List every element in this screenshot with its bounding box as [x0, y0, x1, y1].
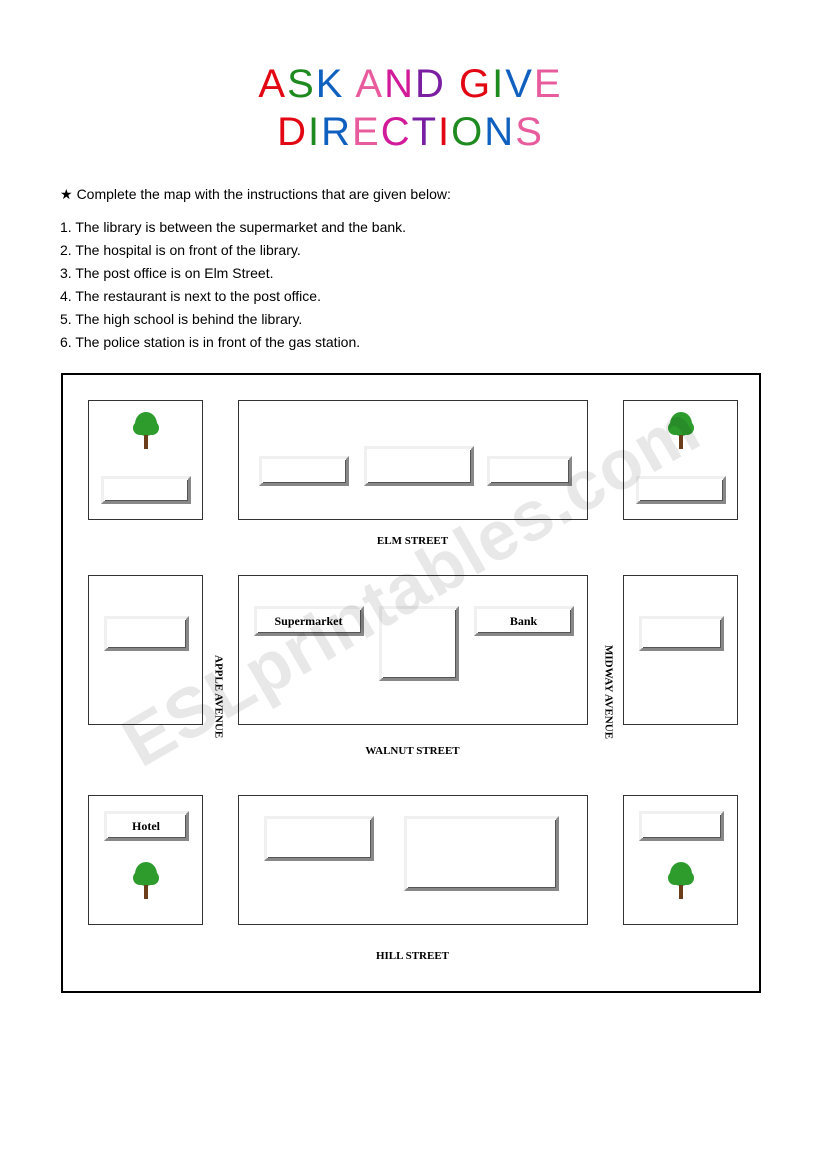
building-box[interactable]: [264, 816, 374, 861]
tree-icon: [131, 411, 161, 451]
block-r3-c1: Hotel: [88, 795, 203, 925]
supermarket-label: Supermarket: [275, 614, 343, 629]
block-r3-c3: [623, 795, 738, 925]
tree-icon: [666, 861, 696, 901]
hotel-box[interactable]: Hotel: [104, 811, 189, 841]
clue-item: 3. The post office is on Elm Street.: [60, 263, 761, 284]
block-r1-c1: [88, 400, 203, 520]
star-icon: ★: [60, 186, 73, 202]
title-line2: DIRECTIONS: [60, 108, 761, 156]
clue-item: 2. The hospital is on front of the libra…: [60, 240, 761, 261]
building-box[interactable]: [379, 606, 459, 681]
instruction-text: Complete the map with the instructions t…: [77, 186, 451, 202]
instruction-line: ★Complete the map with the instructions …: [60, 186, 761, 203]
building-box[interactable]: [259, 456, 349, 486]
supermarket-box[interactable]: Supermarket: [254, 606, 364, 636]
street-label-elm: ELM STREET: [313, 535, 513, 547]
clue-item: 6. The police station is in front of the…: [60, 332, 761, 353]
hotel-label: Hotel: [132, 819, 160, 834]
building-box[interactable]: [364, 446, 474, 486]
block-r2-c3: [623, 575, 738, 725]
street-label-midway: MIDWAY AVENUE: [603, 645, 615, 739]
building-box[interactable]: [104, 616, 189, 651]
block-r1-c3: [623, 400, 738, 520]
tree-icon: [131, 861, 161, 901]
building-box[interactable]: [639, 811, 724, 841]
block-r1-c2: [238, 400, 588, 520]
building-box[interactable]: [101, 476, 191, 504]
tree-icon: [666, 411, 696, 451]
block-r3-c2: [238, 795, 588, 925]
title-line1: ASK AND GIVE: [60, 60, 761, 108]
street-label-hill: HILL STREET: [313, 950, 513, 962]
clue-item: 5. The high school is behind the library…: [60, 309, 761, 330]
building-box[interactable]: [636, 476, 726, 504]
building-box[interactable]: [487, 456, 572, 486]
building-box[interactable]: [639, 616, 724, 651]
clue-item: 4. The restaurant is next to the post of…: [60, 286, 761, 307]
block-r2-c2: Supermarket Bank: [238, 575, 588, 725]
street-label-walnut: WALNUT STREET: [313, 745, 513, 757]
bank-label: Bank: [510, 614, 537, 629]
page-title: ASK AND GIVE DIRECTIONS: [60, 60, 761, 156]
block-r2-c1: [88, 575, 203, 725]
map-container: ELM STREET Supermarket Bank WALNUT STREE…: [61, 373, 761, 993]
clue-item: 1. The library is between the supermarke…: [60, 217, 761, 238]
bank-box[interactable]: Bank: [474, 606, 574, 636]
street-label-apple: APPLE AVENUE: [213, 655, 225, 738]
building-box[interactable]: [404, 816, 559, 891]
clues-list: 1. The library is between the supermarke…: [60, 217, 761, 353]
